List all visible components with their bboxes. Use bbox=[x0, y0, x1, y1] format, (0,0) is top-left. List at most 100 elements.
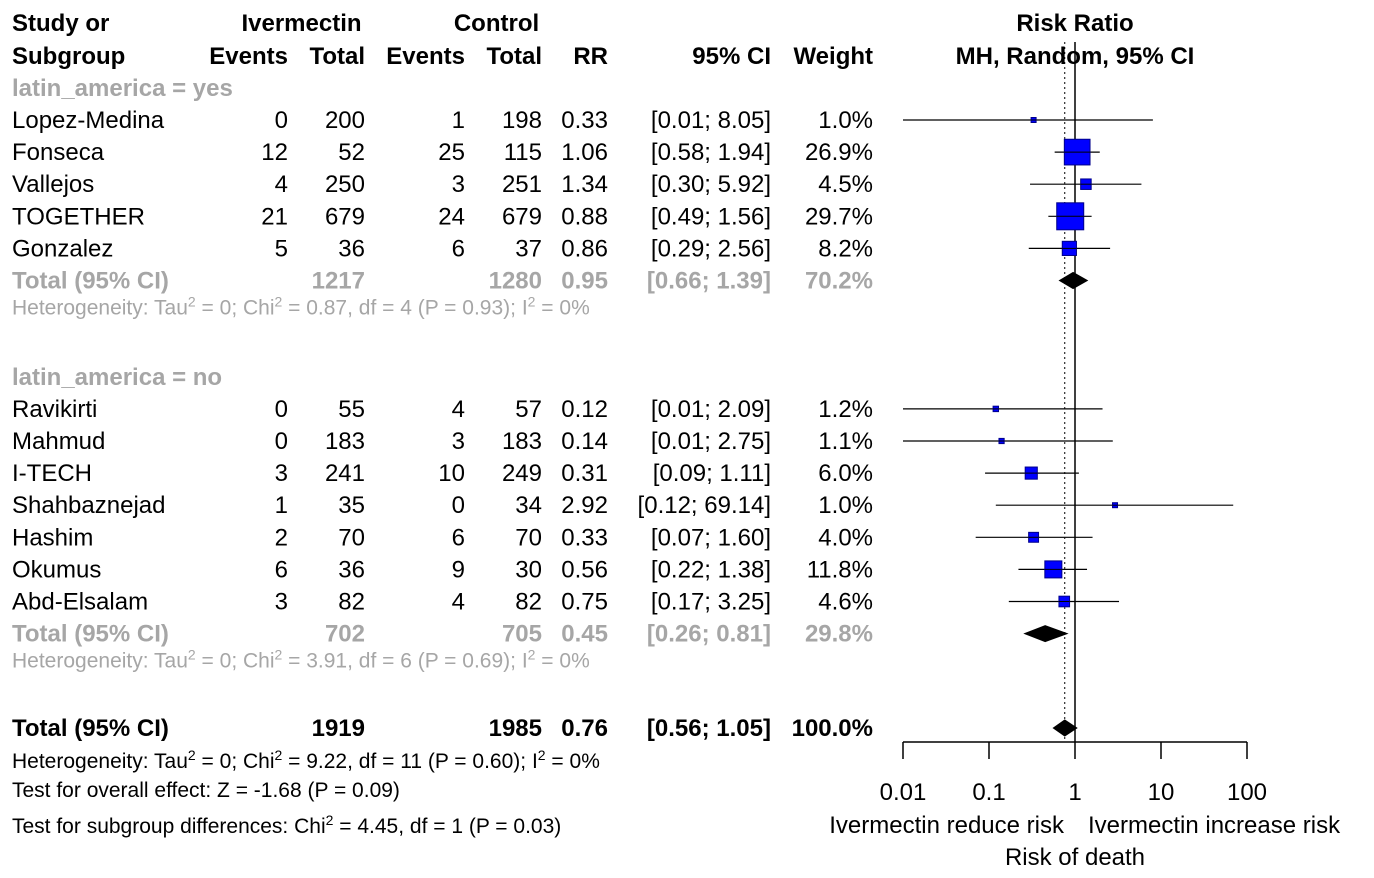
x-tick-label: 0.1 bbox=[972, 779, 1005, 806]
rr-value: 1.34 bbox=[561, 171, 608, 198]
rr-value: 0.14 bbox=[561, 428, 608, 455]
events-control: 0 bbox=[452, 492, 465, 519]
subgroup-total-total-control: 705 bbox=[502, 621, 542, 648]
ci-value: [0.49; 1.56] bbox=[651, 203, 771, 230]
subgroup-total-rr: 0.95 bbox=[561, 268, 608, 295]
weight-value: 1.2% bbox=[818, 396, 873, 423]
subgroup-total-label: Total (95% CI) bbox=[12, 621, 169, 648]
total-control: 30 bbox=[515, 556, 542, 583]
total-control: 249 bbox=[502, 460, 542, 487]
weight-value: 4.5% bbox=[818, 171, 873, 198]
ci-value: [0.22; 1.38] bbox=[651, 556, 771, 583]
overall-heterogeneity: Heterogeneity: Tau2 = 0; Chi2 = 9.22, df… bbox=[12, 747, 600, 773]
study-name: Abd-Elsalam bbox=[12, 589, 148, 616]
study-name: Lopez-Medina bbox=[12, 107, 165, 134]
events-control: 24 bbox=[438, 203, 465, 230]
events-treatment: 4 bbox=[275, 171, 288, 198]
header-risk-ratio: Risk Ratio bbox=[1016, 10, 1133, 37]
subgroup-total-label: Total (95% CI) bbox=[12, 268, 169, 295]
events-control: 6 bbox=[452, 235, 465, 262]
total-treatment: 36 bbox=[338, 235, 365, 262]
overall-total-weight: 100.0% bbox=[792, 715, 873, 742]
weight-value: 29.7% bbox=[805, 203, 873, 230]
subgroup-total-diamond bbox=[1023, 625, 1069, 643]
header-subgroup: Subgroup bbox=[12, 43, 125, 70]
total-control: 115 bbox=[504, 139, 542, 166]
ci-value: [0.29; 2.56] bbox=[651, 235, 771, 262]
events-control: 3 bbox=[452, 171, 465, 198]
ci-value: [0.01; 2.09] bbox=[651, 396, 771, 423]
events-control: 9 bbox=[452, 556, 465, 583]
rr-value: 0.33 bbox=[561, 107, 608, 134]
events-treatment: 0 bbox=[275, 396, 288, 423]
total-treatment: 35 bbox=[338, 492, 365, 519]
header-events-control: Events bbox=[386, 43, 465, 70]
events-control: 4 bbox=[452, 589, 465, 616]
ci-value: [0.09; 1.11] bbox=[653, 460, 771, 487]
overall-total-rr: 0.76 bbox=[561, 715, 608, 742]
total-control: 251 bbox=[502, 171, 542, 198]
weight-value: 6.0% bbox=[818, 460, 873, 487]
overall-total-label: Total (95% CI) bbox=[12, 715, 169, 742]
total-treatment: 183 bbox=[325, 428, 365, 455]
events-control: 1 bbox=[452, 107, 465, 134]
subgroup-heterogeneity: Heterogeneity: Tau2 = 0; Chi2 = 3.91, df… bbox=[12, 647, 590, 673]
overall-total-ci: [0.56; 1.05] bbox=[647, 715, 771, 742]
overall-effect-test: Test for overall effect: Z = -1.68 (P = … bbox=[12, 779, 400, 802]
ci-value: [0.12; 69.14] bbox=[638, 492, 771, 519]
total-treatment: 55 bbox=[338, 396, 365, 423]
subgroup-label: latin_america = no bbox=[12, 364, 222, 391]
subgroup-heterogeneity: Heterogeneity: Tau2 = 0; Chi2 = 0.87, df… bbox=[12, 294, 590, 320]
total-treatment: 679 bbox=[325, 203, 365, 230]
rr-value: 0.86 bbox=[561, 235, 608, 262]
total-control: 183 bbox=[502, 428, 542, 455]
study-name: I-TECH bbox=[12, 460, 92, 487]
rr-value: 1.06 bbox=[561, 139, 608, 166]
rr-value: 0.88 bbox=[561, 203, 608, 230]
header-events-treatment: Events bbox=[209, 43, 288, 70]
subgroup-difference-test: Test for subgroup differences: Chi2 = 4.… bbox=[12, 812, 561, 838]
header-total-treatment: Total bbox=[309, 43, 365, 70]
ci-value: [0.01; 2.75] bbox=[651, 428, 771, 455]
events-treatment: 21 bbox=[261, 203, 288, 230]
events-treatment: 5 bbox=[275, 235, 288, 262]
subgroup-total-total-control: 1280 bbox=[489, 268, 542, 295]
total-control: 37 bbox=[515, 235, 542, 262]
overall-total-total-control: 1985 bbox=[489, 715, 542, 742]
total-treatment: 250 bbox=[325, 171, 365, 198]
study-name: Mahmud bbox=[12, 428, 105, 455]
subgroup-label: latin_america = yes bbox=[12, 75, 233, 102]
header-total-control: Total bbox=[486, 43, 542, 70]
x-axis-title: Risk of death bbox=[1005, 844, 1145, 871]
events-treatment: 2 bbox=[275, 524, 288, 551]
ci-value: [0.01; 8.05] bbox=[651, 107, 771, 134]
weight-value: 8.2% bbox=[818, 235, 873, 262]
subgroup-total-weight: 29.8% bbox=[805, 621, 873, 648]
events-treatment: 1 bbox=[275, 492, 288, 519]
rr-value: 2.92 bbox=[561, 492, 608, 519]
events-control: 25 bbox=[438, 139, 465, 166]
subgroup-total-weight: 70.2% bbox=[805, 268, 873, 295]
ci-value: [0.07; 1.60] bbox=[651, 524, 771, 551]
header-rr: RR bbox=[573, 43, 608, 70]
header-control: Control bbox=[454, 10, 539, 37]
total-treatment: 52 bbox=[338, 139, 365, 166]
subgroup-total-diamond bbox=[1058, 271, 1089, 290]
events-control: 4 bbox=[452, 396, 465, 423]
weight-value: 1.1% bbox=[818, 428, 873, 455]
total-treatment: 70 bbox=[338, 524, 365, 551]
total-control: 57 bbox=[515, 396, 542, 423]
study-name: Vallejos bbox=[12, 171, 94, 198]
ci-value: [0.58; 1.94] bbox=[651, 139, 771, 166]
events-treatment: 3 bbox=[275, 589, 288, 616]
rr-value: 0.75 bbox=[561, 589, 608, 616]
weight-value: 1.0% bbox=[818, 107, 873, 134]
events-control: 6 bbox=[452, 524, 465, 551]
study-name: Ravikirti bbox=[12, 396, 97, 423]
rr-value: 0.33 bbox=[561, 524, 608, 551]
subgroup-total-total-treatment: 702 bbox=[325, 621, 365, 648]
study-name: Fonseca bbox=[12, 139, 105, 166]
rr-value: 0.12 bbox=[561, 396, 608, 423]
study-name: Gonzalez bbox=[12, 235, 113, 262]
